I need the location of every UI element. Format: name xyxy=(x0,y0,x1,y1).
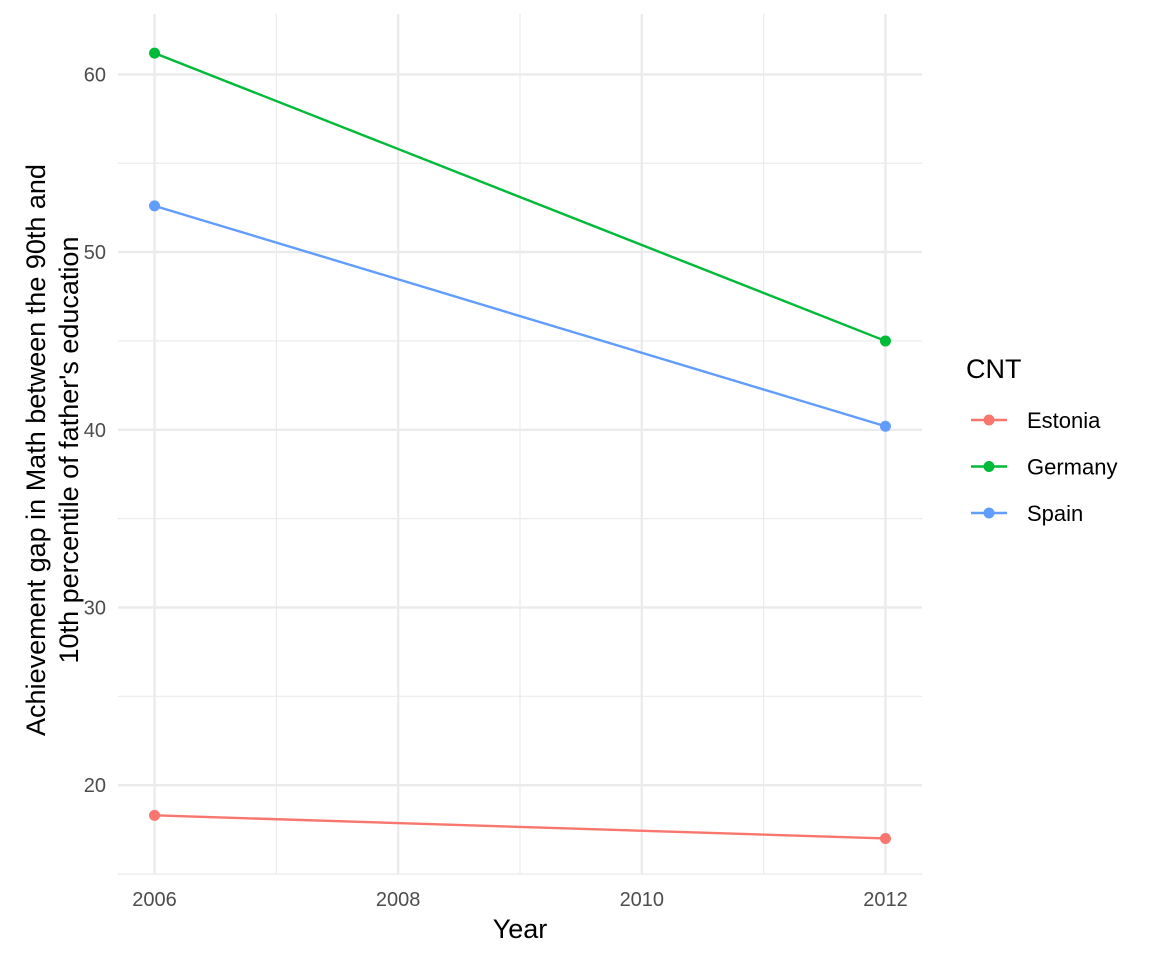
series-point-spain xyxy=(149,200,161,212)
series-layer xyxy=(149,47,891,844)
x-tick-label: 2008 xyxy=(376,889,421,911)
legend-key-point-spain xyxy=(983,507,995,519)
series-line-estonia xyxy=(154,814,886,840)
legend-label-spain: Spain xyxy=(1027,501,1083,526)
y-axis-title-line-2: 10th percentile of father's education xyxy=(54,237,84,664)
y-tick-label: 40 xyxy=(84,420,106,442)
y-tick-label: 50 xyxy=(84,242,106,264)
y-axis-title-line-1: Achievement gap in Math between the 90th… xyxy=(21,164,51,736)
y-axis-tick-labels: 20 30 40 50 60 xyxy=(84,64,106,797)
x-tick-label: 2010 xyxy=(620,889,665,911)
x-tick-label: 2006 xyxy=(132,889,177,911)
y-tick-label: 60 xyxy=(84,64,106,86)
x-tick-label: 2012 xyxy=(863,889,908,911)
legend-title: CNT xyxy=(966,354,1022,384)
x-axis-tick-labels: 2006 2008 2010 2012 xyxy=(132,889,907,911)
legend-key-point-estonia xyxy=(983,414,995,426)
series-line-spain xyxy=(154,204,886,428)
y-tick-label: 20 xyxy=(84,775,106,797)
y-tick-label: 30 xyxy=(84,597,106,619)
legend-items: Estonia Germany Spain xyxy=(971,408,1117,526)
x-axis-title: Year xyxy=(493,914,548,944)
series-point-estonia xyxy=(879,832,891,844)
series-point-spain xyxy=(879,420,891,432)
series-line-germany xyxy=(154,51,886,343)
major-gridlines xyxy=(118,14,922,874)
legend-label-estonia: Estonia xyxy=(1027,408,1101,433)
minor-gridlines xyxy=(118,14,922,875)
series-point-germany xyxy=(149,47,161,59)
legend-key-point-germany xyxy=(983,461,995,472)
series-point-germany xyxy=(879,335,891,347)
legend: CNT Estonia Germany Spain xyxy=(966,354,1117,526)
legend-label-germany: Germany xyxy=(1027,455,1117,480)
series-point-estonia xyxy=(149,809,161,821)
y-axis-title: Achievement gap in Math between the 90th… xyxy=(21,164,84,736)
